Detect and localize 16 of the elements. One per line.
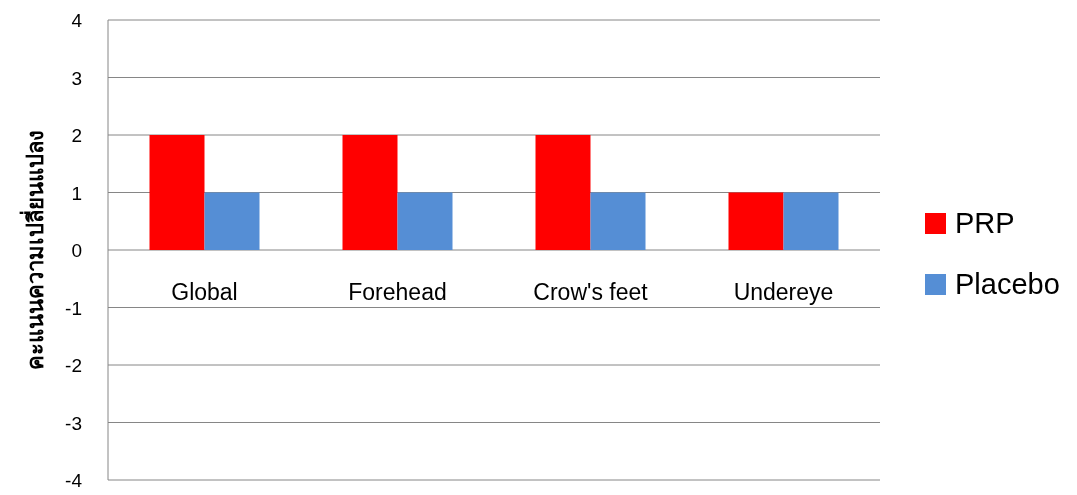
x-tick-label: Crow's feet: [533, 279, 649, 305]
y-tick-label: 2: [71, 125, 82, 146]
y-tick-label: 3: [71, 67, 82, 89]
y-tick-label: -3: [65, 412, 82, 434]
x-tick-label: Forehead: [348, 279, 447, 305]
x-tick-label: Undereye: [733, 279, 834, 305]
legend-label: PRP: [955, 207, 1015, 239]
x-tick-label: Global: [171, 279, 238, 305]
y-tick-label: 4: [71, 10, 83, 31]
y-axis-title: คะแนนความเปลี่ยนแปลง: [19, 130, 48, 370]
y-tick-label: 1: [71, 182, 82, 204]
y-tick-label: -1: [65, 297, 82, 319]
y-tick-label: -2: [65, 355, 82, 376]
y-tick-label: -4: [65, 470, 83, 491]
y-tick-label: 0: [71, 240, 82, 261]
legend-label: Placebo: [955, 268, 1060, 300]
